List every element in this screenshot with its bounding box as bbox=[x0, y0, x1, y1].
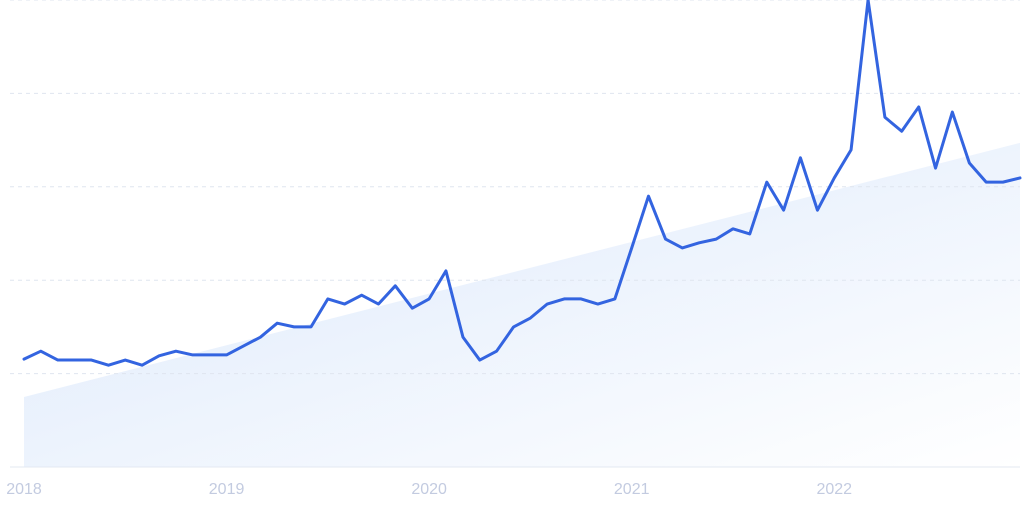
data-line bbox=[22, 0, 1022, 367]
x-tick-label: 2018 bbox=[6, 481, 42, 498]
x-tick-label: 2021 bbox=[614, 481, 650, 498]
x-tick-label: 2020 bbox=[411, 481, 447, 498]
x-tick-label: 2022 bbox=[816, 481, 852, 498]
x-tick-label: 2019 bbox=[209, 481, 245, 498]
trend-area bbox=[24, 142, 1020, 468]
